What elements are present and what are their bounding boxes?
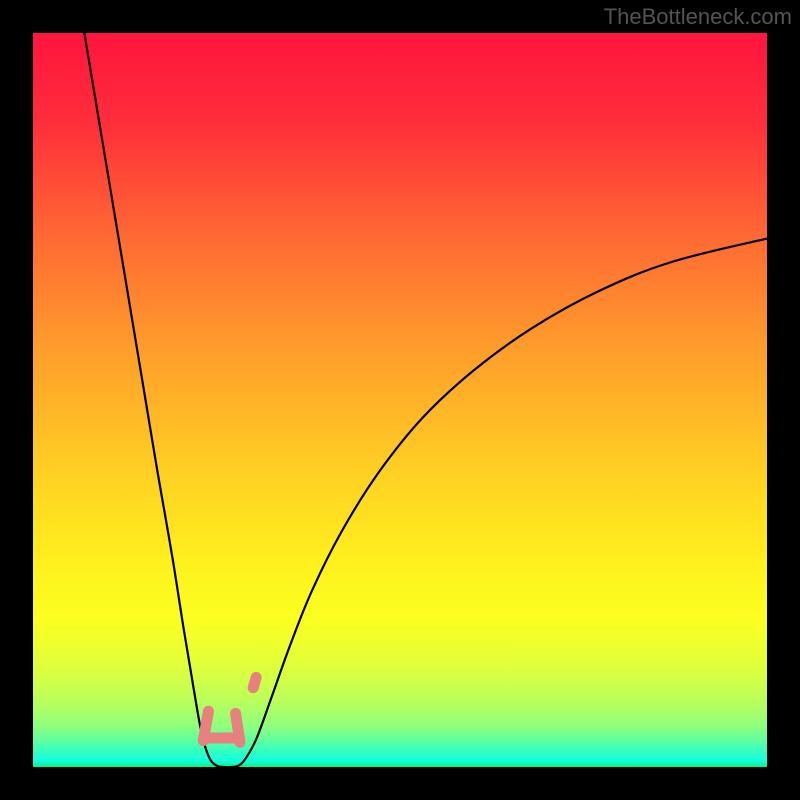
bottleneck-curve-chart: [0, 0, 800, 800]
gradient-background: [33, 33, 767, 767]
chart-stage: TheBottleneck.com: [0, 0, 800, 800]
watermark-text: TheBottleneck.com: [604, 4, 792, 30]
